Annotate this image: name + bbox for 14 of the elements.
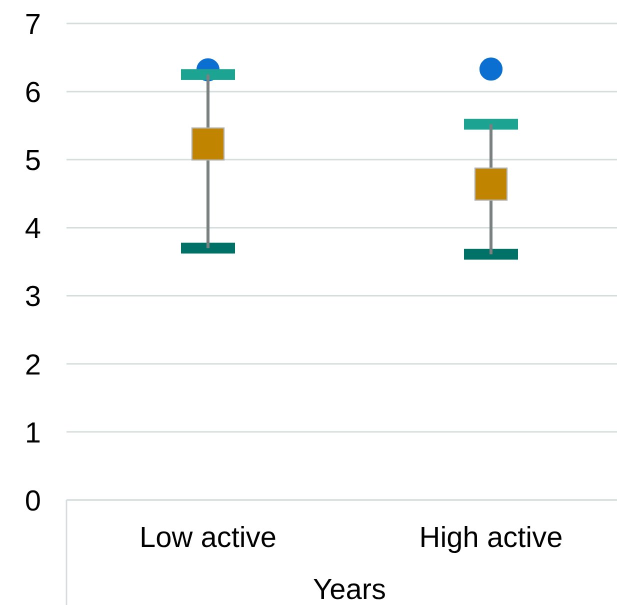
point [474, 168, 508, 201]
y-tick-label: 6 [24, 77, 41, 110]
y-tick-label: 7 [24, 8, 41, 41]
y-tick-label: 3 [24, 281, 41, 314]
y-tick-label: 4 [24, 213, 41, 246]
y-tick-label: 2 [24, 349, 41, 382]
point [191, 127, 225, 161]
y-tick-label: 1 [24, 417, 41, 450]
x-axis-title: Years [312, 574, 386, 605]
point [478, 56, 504, 82]
x-tick-label: High active [419, 522, 563, 554]
y-tick-label: 0 [24, 485, 41, 518]
y-tick-label: 5 [24, 145, 41, 178]
x-tick-label: Low active [139, 522, 277, 554]
